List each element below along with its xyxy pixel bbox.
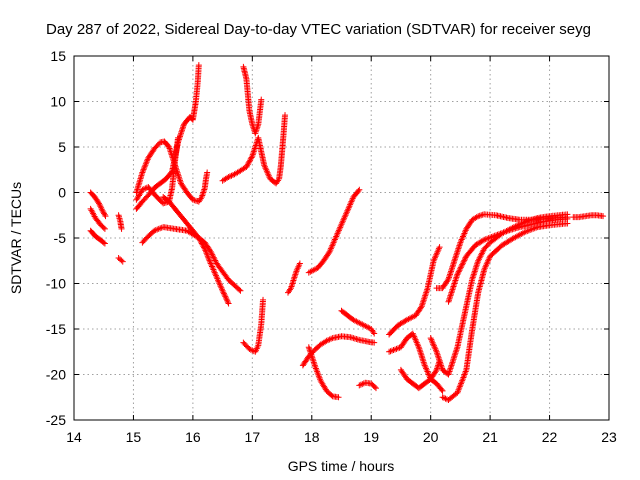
plus-markers — [445, 215, 571, 305]
x-tick-label: 20 — [423, 429, 439, 445]
x-tick-label: 14 — [66, 429, 82, 445]
series-track-d5 — [356, 379, 379, 392]
y-tick-label: -15 — [46, 321, 66, 337]
series-track-d1 — [305, 186, 363, 276]
series-track-d2 — [299, 333, 378, 369]
plus-markers — [338, 307, 378, 337]
series-track-a5 — [115, 255, 126, 265]
plus-markers — [160, 194, 232, 307]
series-track-c1 — [219, 112, 289, 187]
data-points — [87, 62, 607, 403]
y-tick-label: -10 — [46, 276, 66, 292]
plus-markers — [285, 260, 303, 296]
y-tick-label: 0 — [58, 185, 66, 201]
series-track-b3 — [133, 134, 182, 207]
x-tick-label: 15 — [126, 429, 142, 445]
x-tick-label: 22 — [542, 429, 558, 445]
plus-markers — [87, 205, 108, 232]
y-tick-label: -5 — [54, 230, 67, 246]
y-tick-label: 5 — [58, 139, 66, 155]
y-tick-label: -25 — [46, 412, 66, 428]
axis-ticks: 14 15 16 17 18 19 20 21 22 23 -25 -20 -15 -10 -5 0 5 10 15 — [46, 48, 617, 445]
y-tick-label: 15 — [50, 48, 66, 64]
x-tick-label: 16 — [185, 429, 201, 445]
plus-markers — [133, 134, 182, 207]
series-track-a2 — [87, 205, 108, 232]
x-tick-label: 17 — [245, 429, 261, 445]
x-tick-label: 23 — [601, 429, 617, 445]
series-track-d4 — [338, 307, 378, 337]
series-track-e2 — [386, 330, 446, 394]
x-tick-label: 18 — [304, 429, 320, 445]
plus-markers — [305, 344, 342, 401]
plus-markers — [386, 330, 446, 394]
x-tick-label: 19 — [363, 429, 379, 445]
plus-markers — [115, 255, 126, 265]
series-track-a1 — [87, 189, 109, 220]
y-axis-label: SDTVAR / TECUs — [8, 182, 24, 294]
series-track-b5 — [160, 194, 232, 307]
x-axis-label: GPS time / hours — [288, 458, 395, 474]
series-track-e1 — [386, 244, 443, 338]
series-track-c4 — [285, 260, 303, 296]
plus-markers — [397, 357, 443, 392]
plus-markers — [386, 244, 443, 338]
series-track-d3 — [305, 344, 342, 401]
chart-title: Day 287 of 2022, Sidereal Day-to-day VTE… — [46, 21, 591, 38]
plus-markers — [305, 186, 363, 276]
series-track-c2 — [240, 63, 265, 137]
series-track-e3 — [397, 357, 443, 392]
series-track-e7 — [445, 215, 571, 305]
y-tick-label: -20 — [46, 367, 66, 383]
series-track-c3 — [240, 296, 267, 355]
plus-markers — [356, 379, 379, 392]
grid-lines — [74, 56, 609, 420]
plus-markers — [439, 220, 571, 403]
plus-markers — [240, 296, 267, 355]
plus-markers — [87, 189, 109, 220]
series-track-a3 — [87, 227, 108, 247]
plus-markers — [115, 212, 125, 232]
y-tick-label: 10 — [50, 94, 66, 110]
series-track-a4 — [115, 212, 125, 232]
plus-markers — [87, 227, 108, 247]
plus-markers — [570, 212, 607, 221]
plus-markers — [299, 333, 378, 369]
x-tick-label: 21 — [482, 429, 498, 445]
series-track-e6 — [439, 220, 571, 403]
plus-markers — [240, 63, 265, 137]
series-track-f1 — [570, 212, 607, 221]
plus-markers — [219, 112, 289, 187]
